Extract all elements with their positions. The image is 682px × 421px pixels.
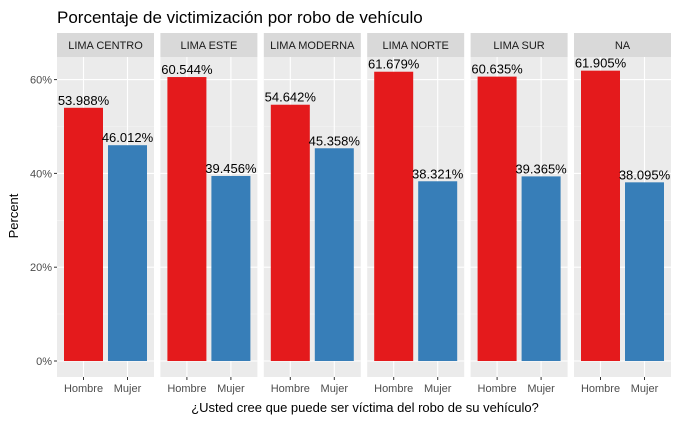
data-label: 60.635% xyxy=(471,62,523,77)
facet-strip-label: LIMA CENTRO xyxy=(68,40,143,52)
bar-hombre xyxy=(270,104,310,362)
facet-lima-sur: LIMA SUR 60.635% Hombre 39.365% Mujer xyxy=(470,33,568,395)
data-label: 54.642% xyxy=(265,90,317,105)
data-label: 38.321% xyxy=(412,166,464,181)
data-label: 45.358% xyxy=(309,133,361,148)
facet-lima-centro: LIMA CENTRO 53.988% Hombre 46.012% Mujer xyxy=(57,33,154,395)
bar-mujer xyxy=(314,148,354,361)
bar-mujer xyxy=(625,182,664,361)
y-tick-label: 60% xyxy=(30,75,52,87)
facet-strip xyxy=(57,33,154,57)
x-tick-label: Hombre xyxy=(478,383,517,395)
data-label: 38.095% xyxy=(619,167,671,182)
bar-mujer xyxy=(211,175,251,361)
bar-hombre xyxy=(581,70,620,361)
bar-mujer xyxy=(108,145,147,361)
data-label: 46.012% xyxy=(102,130,154,145)
bar-mujer xyxy=(521,176,561,361)
bar-hombre xyxy=(374,71,414,361)
facet-strip-label: LIMA MODERNA xyxy=(270,40,355,52)
facet-strip-label: NA xyxy=(615,40,631,52)
x-tick-label: Hombre xyxy=(271,383,310,395)
x-tick-label: Mujer xyxy=(114,383,142,395)
bar-mujer xyxy=(418,181,458,361)
facet-strip-label: LIMA NORTE xyxy=(382,40,448,52)
facet-strip xyxy=(470,33,568,57)
x-tick-label: Hombre xyxy=(581,383,620,395)
data-label: 39.365% xyxy=(515,161,567,176)
chart-title: Porcentaje de victimización por robo de … xyxy=(57,8,423,27)
y-tick-label: 40% xyxy=(30,168,52,180)
data-label: 61.679% xyxy=(368,57,420,72)
facet-strip xyxy=(574,33,671,57)
y-axis: 0% 20% 40% 60% xyxy=(30,75,57,368)
facet-strip xyxy=(160,33,258,57)
data-label: 61.905% xyxy=(575,56,627,71)
x-tick-label: Mujer xyxy=(527,383,555,395)
bar-hombre xyxy=(64,107,103,361)
x-tick-label: Hombre xyxy=(64,383,103,395)
facet-lima-moderna: LIMA MODERNA 54.642% Hombre 45.358% Mujer xyxy=(263,33,361,395)
bar-hombre xyxy=(477,76,517,361)
data-label: 60.544% xyxy=(161,62,213,77)
x-tick-label: Mujer xyxy=(631,383,659,395)
x-axis-title: ¿Usted cree que puede ser víctima del ro… xyxy=(191,400,539,415)
facet-lima-este: LIMA ESTE 60.544% Hombre 39.456% Mujer xyxy=(160,33,258,395)
y-axis-title: Percent xyxy=(6,193,21,238)
facet-strip-label: LIMA SUR xyxy=(493,40,544,52)
x-tick-label: Hombre xyxy=(167,383,206,395)
facet-strip xyxy=(263,33,361,57)
facet-strip-label: LIMA ESTE xyxy=(180,40,237,52)
x-tick-label: Hombre xyxy=(374,383,413,395)
y-tick-label: 20% xyxy=(30,262,52,274)
y-tick-label: 0% xyxy=(36,356,52,368)
facet-panels: LIMA CENTRO53.988%Hombre46.012%MujerLIMA… xyxy=(57,33,671,395)
facet-strip xyxy=(367,33,465,57)
x-tick-label: Mujer xyxy=(217,383,245,395)
x-tick-label: Mujer xyxy=(424,383,452,395)
x-tick-label: Mujer xyxy=(321,383,349,395)
facet-lima-norte: LIMA NORTE 61.679% Hombre 38.321% Mujer xyxy=(367,33,465,395)
facet-na: NA 61.905% Hombre 38.095% Mujer xyxy=(574,33,671,395)
data-label: 53.988% xyxy=(58,93,110,108)
bar-hombre xyxy=(167,77,207,361)
data-label: 39.456% xyxy=(205,161,257,176)
